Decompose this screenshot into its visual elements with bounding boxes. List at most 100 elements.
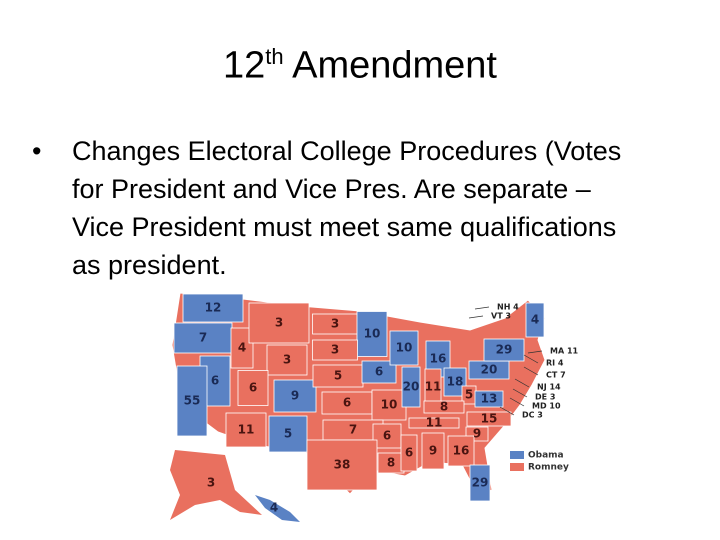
- title-suffix: th: [265, 44, 284, 69]
- state-votes: 6: [375, 365, 383, 379]
- state: [230, 327, 254, 369]
- state-votes: 10: [396, 341, 413, 355]
- state-votes: 15: [481, 412, 498, 426]
- state-votes: 11: [425, 380, 442, 394]
- callout-label: NH 4: [497, 303, 519, 312]
- callout-line: [474, 306, 490, 310]
- state: [469, 464, 491, 502]
- state: [443, 367, 467, 397]
- state-votes: 55: [184, 394, 201, 408]
- state-votes: 4: [531, 313, 539, 327]
- state: [266, 344, 308, 376]
- state-votes: 9: [291, 389, 299, 403]
- callout-line: [499, 406, 515, 416]
- state-votes: 5: [334, 369, 342, 383]
- state-votes: 6: [211, 374, 219, 388]
- state: [361, 360, 397, 384]
- state-votes: 9: [473, 427, 481, 441]
- state: [401, 366, 421, 408]
- callout-label: DC 3: [522, 411, 543, 420]
- state-votes: 29: [472, 476, 489, 490]
- bullet-line: Vice President must meet same qualificat…: [72, 212, 617, 242]
- state-votes: 10: [381, 398, 398, 412]
- state: [447, 435, 475, 467]
- state-votes: 16: [430, 352, 447, 366]
- state: [356, 311, 388, 357]
- callout-line: [468, 315, 484, 319]
- state-votes: 7: [349, 423, 357, 437]
- state-votes: 38: [334, 458, 351, 472]
- state-votes: 20: [403, 380, 420, 394]
- state-votes: 18: [447, 375, 464, 389]
- alaska: [170, 450, 262, 520]
- bullet-symbol: •: [32, 136, 42, 166]
- state: [483, 338, 525, 362]
- state-votes: 4: [270, 501, 278, 515]
- callout-label: MD 10: [532, 402, 561, 411]
- state: [312, 339, 358, 361]
- state: [268, 415, 308, 453]
- state-votes: 3: [207, 476, 215, 490]
- bullet: • Changes Electoral College Procedures (…: [32, 132, 621, 284]
- callout-label: RI 4: [546, 359, 564, 368]
- state: [408, 417, 460, 429]
- state: [371, 389, 407, 421]
- callout-label: DE 3: [535, 393, 555, 402]
- hawaii: [255, 495, 300, 522]
- bullet-line: Changes Electoral College Procedures (Vo…: [72, 136, 622, 166]
- state-votes: 10: [364, 327, 381, 341]
- state-votes: 13: [481, 392, 498, 406]
- callout-line: [514, 378, 530, 388]
- state: [273, 379, 317, 413]
- callout-line: [512, 388, 528, 398]
- state-votes: 8: [440, 400, 448, 414]
- state-votes: 5: [465, 388, 473, 402]
- callout-label: VT 3: [491, 312, 511, 321]
- state-votes: 8: [387, 456, 395, 470]
- state: [237, 370, 269, 406]
- callout-label: CT 7: [546, 371, 566, 380]
- state-votes: 20: [481, 363, 498, 377]
- state: [248, 302, 310, 344]
- state-votes: 9: [429, 444, 437, 458]
- state-votes: 6: [383, 429, 391, 443]
- state-votes: 16: [453, 444, 470, 458]
- legend-swatch: [510, 451, 524, 459]
- state-votes: 3: [331, 317, 339, 331]
- callout-line: [523, 366, 539, 376]
- state: [466, 411, 512, 427]
- callout-line: [509, 397, 525, 407]
- state: [423, 400, 465, 414]
- state-votes: 4: [238, 341, 246, 355]
- callout-line: [523, 354, 539, 364]
- state: [525, 302, 545, 338]
- state-votes: 6: [343, 396, 351, 410]
- state-votes: 6: [405, 446, 413, 460]
- state-votes: 29: [496, 343, 513, 357]
- state: [306, 439, 378, 491]
- state-votes: 11: [238, 423, 255, 437]
- state: [225, 412, 267, 448]
- callout-label: NJ 14: [537, 383, 561, 392]
- state-votes: 5: [284, 427, 292, 441]
- state: [474, 390, 504, 408]
- state: [421, 432, 445, 470]
- bullet-text: Changes Electoral College Procedures (Vo…: [72, 132, 621, 284]
- state: [173, 322, 233, 354]
- title-number: 12: [223, 44, 266, 87]
- state-votes: 3: [275, 316, 283, 330]
- legend-label: Obama: [528, 451, 564, 461]
- title-text: Amendment: [292, 44, 497, 87]
- state: [182, 293, 244, 323]
- state: [389, 330, 419, 366]
- legend-label: Romney: [528, 463, 569, 473]
- state: [400, 434, 418, 472]
- state-votes: 6: [249, 381, 257, 395]
- bullet-line: as president.: [72, 250, 227, 280]
- callout-line: [527, 350, 543, 354]
- legend-swatch: [510, 463, 524, 471]
- state-votes: 7: [199, 331, 207, 345]
- state-votes: 3: [331, 343, 339, 357]
